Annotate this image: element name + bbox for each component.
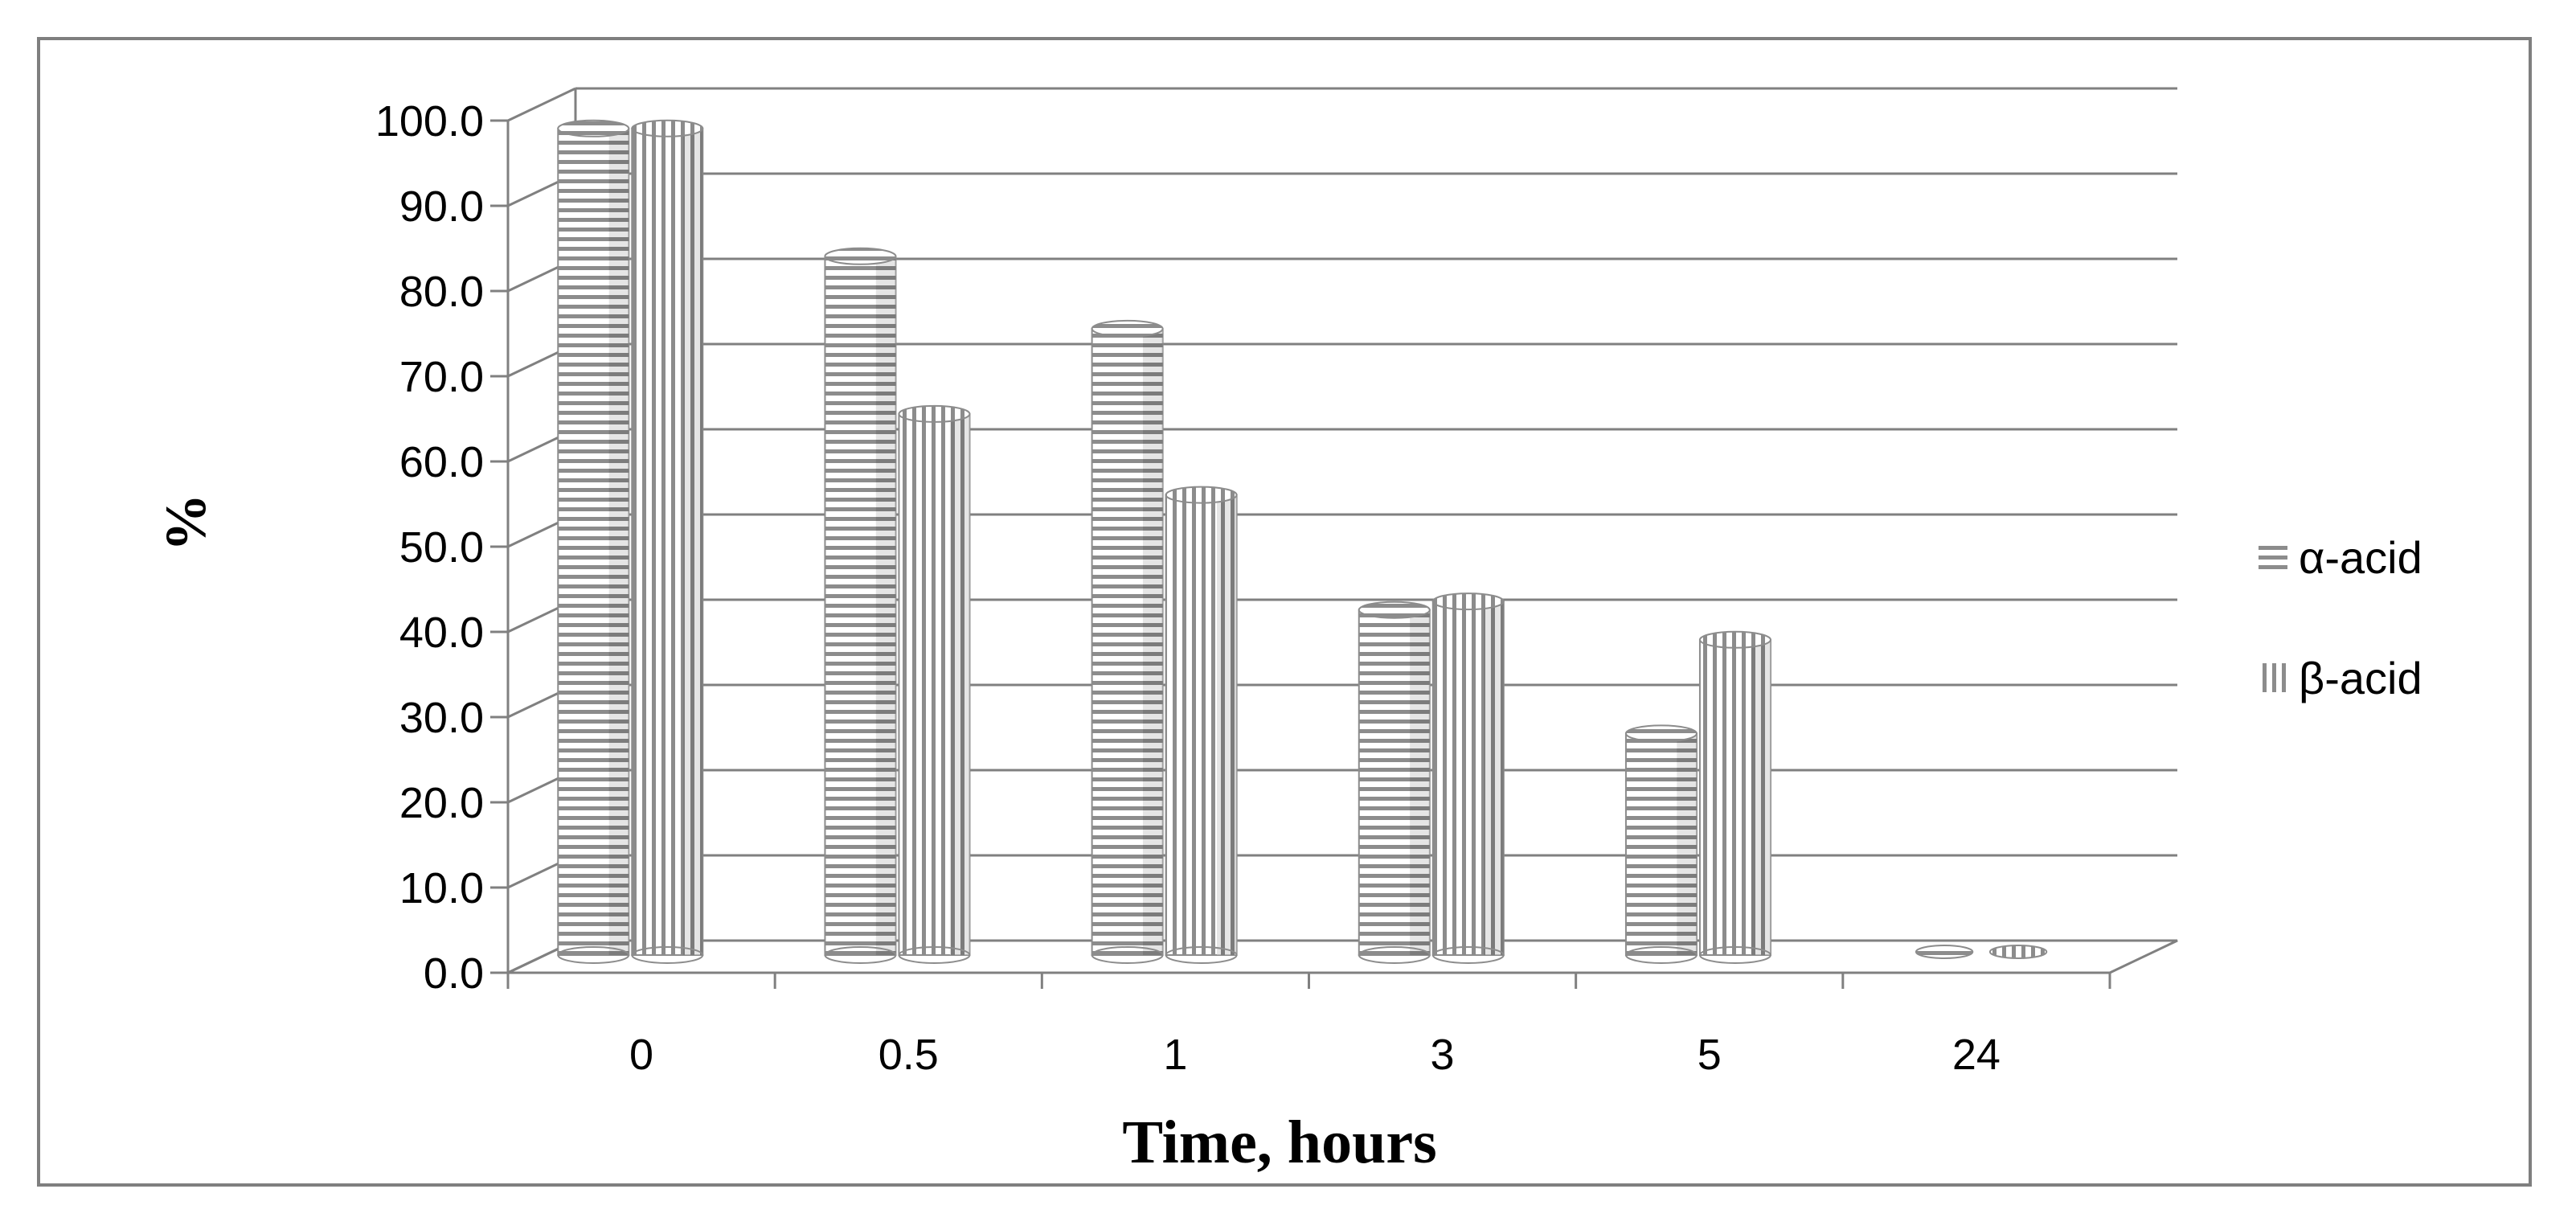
y-tick-label: 60.0 <box>399 438 484 486</box>
y-tick-label: 40.0 <box>399 609 484 657</box>
x-tick-label: 3 <box>1431 1031 1455 1079</box>
y-tick-label: 10.0 <box>399 864 484 912</box>
x-tick-label: 5 <box>1698 1031 1722 1079</box>
legend-swatch-alpha <box>2259 543 2287 572</box>
y-tick-label: 50.0 <box>399 523 484 572</box>
bar-alpha-1 <box>1091 319 1164 964</box>
y-tick-label: 70.0 <box>399 353 484 401</box>
bar-alpha-0.5 <box>824 247 897 964</box>
labels-layer: 0.0 10.0 20.0 30.0 40.0 50.0 60.0 70.0 80.0 90.0 1… <box>375 97 2001 1079</box>
x-axis-title: Time, hours <box>1122 1109 1436 1176</box>
x-tick-label: 0 <box>629 1031 653 1079</box>
legend-label-beta: β-acid <box>2299 653 2422 703</box>
y-tick-label: 90.0 <box>399 182 484 231</box>
grid-layer <box>507 87 2177 974</box>
legend-label-alpha: α-acid <box>2299 532 2422 583</box>
bar-beta-0 <box>631 119 704 964</box>
bar-beta-3 <box>1431 592 1505 964</box>
bar-beta-1 <box>1165 486 1238 964</box>
bar-alpha-24 <box>1915 945 1974 959</box>
y-tick-label: 30.0 <box>399 694 484 742</box>
bars-layer <box>557 119 2048 964</box>
chart-frame <box>37 37 2532 1187</box>
x-tick-label: 0.5 <box>878 1031 939 1079</box>
bar-beta-5 <box>1698 630 1771 964</box>
x-tick-label: 24 <box>1952 1031 2001 1079</box>
bar-alpha-5 <box>1624 724 1698 964</box>
bar-beta-24 <box>1988 945 2048 959</box>
y-tick-label: 80.0 <box>399 268 484 316</box>
y-tick-label: 0.0 <box>424 949 484 998</box>
legend: α-acid β-acid <box>2259 532 2422 703</box>
x-tick-label: 1 <box>1163 1031 1187 1079</box>
bar-beta-0.5 <box>898 404 971 964</box>
y-axis-title: % <box>154 494 218 551</box>
bar-alpha-0 <box>557 119 630 964</box>
y-tick-label: 20.0 <box>399 779 484 827</box>
axis-layer <box>490 119 2178 989</box>
gridline-side <box>507 87 576 122</box>
bar-alpha-3 <box>1358 601 1431 964</box>
legend-swatch-beta <box>2259 663 2287 692</box>
y-tick-label: 100.0 <box>375 97 484 146</box>
